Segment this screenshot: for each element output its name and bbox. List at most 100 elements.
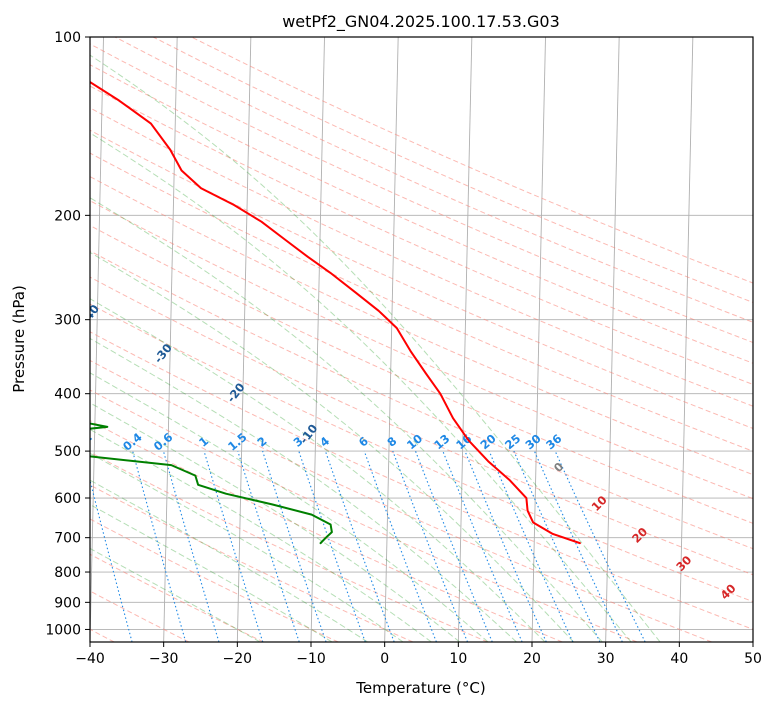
dry-adiabat-line: [90, 200, 753, 500]
y-tick-label: 100: [54, 30, 81, 46]
moist-adiabat-label: 40: [717, 581, 738, 602]
isobar-gridlines: [90, 37, 753, 630]
mixing-ratio-line: [90, 478, 133, 642]
temperature-profile-line: [90, 80, 581, 545]
chart-title: wetPf2_GN04.2025.100.17.53.G03: [282, 12, 560, 32]
dry-adiabat-line: [90, 553, 264, 642]
dry-adiabat-line: [90, 484, 414, 642]
mixing-ratio-label: 0.2: [70, 430, 95, 454]
y-tick-label: 600: [54, 491, 81, 507]
mixing-ratio-line: [392, 450, 469, 642]
dry-adiabat-line: [90, 331, 753, 630]
isotherm-line: [457, 37, 473, 642]
dry-adiabat-label: -20: [224, 380, 248, 405]
plot-area: 0.10.20.40.611.52346810131620253036-100-…: [6, 37, 753, 642]
mixing-ratio-label: 8: [384, 434, 399, 450]
mixing-ratio-line: [464, 450, 547, 642]
isotherm-line: [752, 621, 753, 642]
mixing-ratio-line: [203, 450, 264, 642]
dry-adiabat-line: [114, 37, 753, 323]
y-tick-label: 700: [54, 531, 81, 547]
moist-adiabat-line: [90, 479, 368, 642]
mixing-ratio-line: [132, 450, 187, 642]
mixing-ratio-line: [414, 450, 493, 642]
mixing-ratio-line: [324, 450, 395, 642]
isotherm-line: [605, 37, 620, 642]
x-axis-ticks: −40 −30 −20 −10 0 10 20 30 40 50: [75, 642, 762, 667]
mixing-ratio-label: 36: [543, 431, 564, 452]
mixing-ratio-line: [363, 450, 437, 642]
mixing-ratio-line: [442, 450, 523, 642]
y-tick-label: 400: [54, 387, 81, 403]
dewpoint-profile-line: [90, 422, 333, 545]
dry-adiabat-line: [90, 176, 753, 476]
isotherm-gridlines: [90, 37, 753, 642]
isotherm-line: [90, 37, 104, 642]
mixing-ratio-line: [237, 450, 300, 642]
isotherm-line: [531, 37, 546, 642]
y-tick-label: 200: [54, 208, 81, 224]
dry-adiabat-line: [90, 276, 753, 576]
y-tick-label: 900: [54, 595, 81, 611]
dry-adiabat-line: [191, 37, 753, 284]
mixing-ratio-line: [298, 450, 366, 642]
x-tick-label: −30: [149, 651, 179, 667]
x-tick-label: 30: [597, 651, 615, 667]
dry-adiabat-line: [90, 389, 638, 642]
dry-adiabat-line: [90, 590, 190, 642]
isotherm-line: [236, 37, 252, 642]
x-tick-label: 40: [670, 651, 688, 667]
x-tick-label: 50: [744, 651, 762, 667]
moist-adiabat-line: [90, 402, 461, 642]
dry-adiabats: [90, 37, 753, 642]
mixing-ratio-label: 0.4: [120, 430, 145, 454]
dry-adiabat-label: -50: [6, 262, 30, 287]
mixing-ratio-line: [262, 450, 327, 642]
x-tick-label: −40: [75, 651, 105, 667]
mixing-ratio-label: 30: [522, 431, 543, 452]
mixing-ratio-lines: [90, 450, 646, 642]
mixing-ratio-line: [162, 450, 220, 642]
moist-adiabat-line: [90, 428, 432, 642]
moist-adiabat-line: [90, 197, 603, 642]
y-tick-label: 800: [54, 565, 81, 581]
dry-adiabat-line: [90, 85, 753, 385]
mixing-ratio-label: 0.6: [151, 430, 176, 454]
dry-adiabat-line: [90, 303, 753, 603]
mixing-ratio-line: [513, 450, 601, 642]
plot-frame: [89, 36, 754, 643]
isotherm-line: [163, 37, 178, 642]
y-tick-label: 300: [54, 313, 81, 329]
x-tick-label: 20: [523, 651, 541, 667]
dry-adiabat-line: [90, 64, 753, 364]
moist-adiabat-line: [90, 298, 546, 642]
mixing-ratio-label: 2: [254, 434, 269, 450]
x-tick-label: −20: [223, 651, 253, 667]
dry-adiabat-line: [90, 43, 753, 344]
moist-adiabat-line: [90, 251, 574, 642]
dry-adiabat-line: [90, 224, 753, 524]
mixing-ratio-line: [554, 450, 646, 642]
x-axis-label: Temperature (°C): [355, 679, 485, 697]
mixing-ratio-label: 20: [477, 431, 498, 452]
moist-adiabats: [90, 54, 661, 642]
dry-adiabat-label: -30: [151, 341, 175, 366]
moist-adiabat-line: [90, 452, 404, 642]
mixing-ratio-label: 13: [431, 431, 452, 452]
x-tick-label: −10: [296, 651, 326, 667]
dry-adiabat-line: [90, 107, 753, 407]
y-axis-ticks: 1000 900 800 700 600 500 400 300 200 100: [45, 30, 90, 638]
moist-adiabat-line: [90, 372, 489, 642]
y-tick-label: 1000: [45, 622, 81, 638]
moist-adiabat-label: 30: [673, 553, 694, 574]
dry-adiabat-line: [90, 129, 753, 429]
moist-adiabat-line: [90, 132, 632, 642]
mixing-ratio-label: 4: [317, 434, 332, 450]
moist-adiabat-line: [90, 503, 333, 642]
moist-adiabat-line: [90, 337, 517, 642]
moist-adiabat-line: [90, 54, 661, 642]
dry-adiabat-line: [90, 359, 712, 642]
y-tick-label: 500: [54, 444, 81, 460]
moist-adiabat-line: [90, 547, 261, 642]
